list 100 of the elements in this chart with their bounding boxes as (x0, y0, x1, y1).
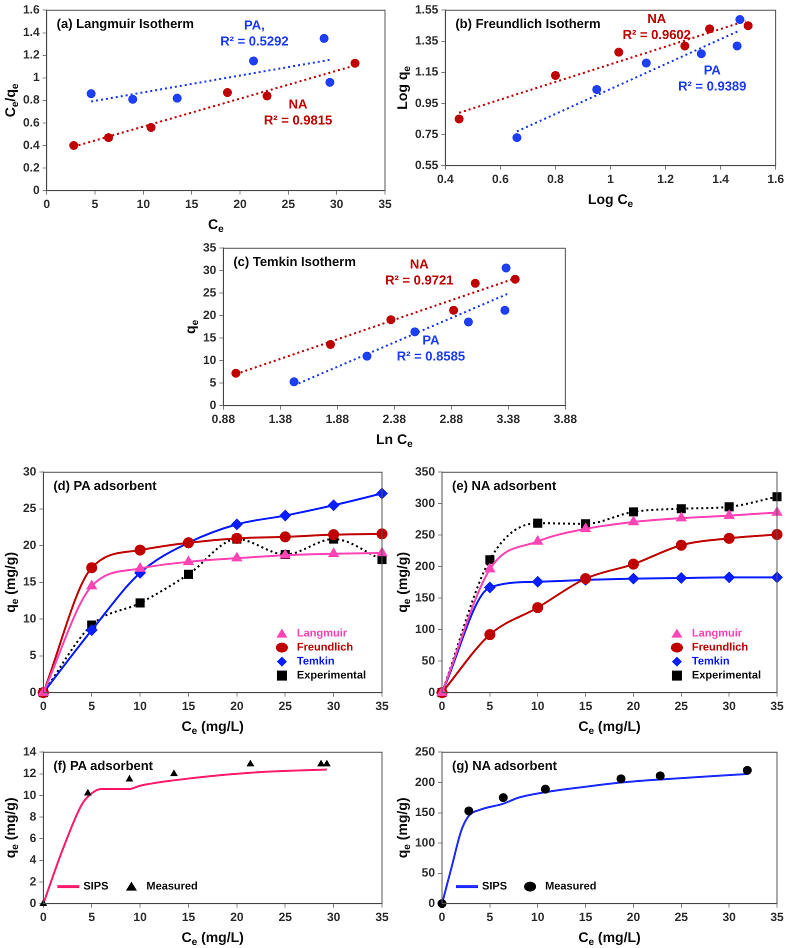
series-label: PA, (244, 18, 265, 33)
y-tick-label: 350 (414, 464, 436, 479)
chart-title: (a) Langmuir Isotherm (56, 16, 194, 31)
x-tick-label: 15 (578, 699, 593, 714)
x-tick-label: 10 (133, 910, 148, 924)
annotation: R² = 0.9815 (264, 112, 332, 128)
x-tick-label: 0.4 (437, 172, 454, 186)
y-tick-label: 200 (414, 558, 436, 573)
annotation: R² = 0.9389 (678, 78, 746, 94)
y-axis-title: Ce/qe (2, 83, 21, 118)
legend-label: Langmuir (692, 628, 743, 640)
x-tick-label: 15 (182, 699, 196, 714)
y-axis-title: qe (182, 319, 201, 334)
y-axis-title: qe (mg/g) (2, 798, 21, 858)
x-tick-label: 1.4 (712, 172, 730, 186)
text: (g) NA adsorbent (452, 758, 558, 773)
x-tick-label: 5 (88, 910, 96, 924)
x-tick-label: 25 (674, 910, 688, 924)
legend-label: Freundlich (296, 642, 354, 654)
x-tick-label: 35 (770, 910, 784, 924)
annotation: R² = 0.9602 (622, 27, 691, 42)
x-tick-label: 1.88 (326, 412, 350, 426)
legend-label: Experimental (296, 670, 366, 682)
y-tick-label: 1.2 (22, 48, 40, 62)
series-label: PA (422, 332, 440, 348)
y-tick-label: 14 (22, 744, 37, 759)
y-tick-label: 5 (30, 648, 37, 662)
x-tick-label: 20 (230, 910, 244, 924)
y-tick-label: 25 (202, 285, 217, 300)
y-tick-label: 0 (210, 398, 217, 412)
annotation: R² = 0.8585 (396, 348, 466, 364)
y-tick-label: 8 (30, 809, 37, 824)
y-tick-label: 1.35 (414, 34, 439, 48)
y-tick-label: 50 (422, 653, 436, 668)
y-tick-label: 0.95 (414, 96, 439, 110)
y-tick-label: 6 (30, 831, 37, 846)
x-tick-label: 3.38 (496, 412, 520, 426)
x-tick-label: 10 (531, 910, 545, 924)
x-tick-label: 10 (136, 197, 150, 212)
y-tick-label: 2 (30, 874, 37, 888)
x-tick-label: 0.8 (547, 172, 564, 186)
series-label: PA (704, 62, 722, 78)
x-tick-label: 1 (607, 172, 614, 186)
y-axis-title: qe (mg/g) (394, 552, 413, 613)
y-tick-label: 250 (414, 744, 436, 759)
text: (c) Temkin Isotherm (233, 254, 356, 269)
y-tick-label: 15 (22, 574, 37, 589)
y-tick-label: 20 (202, 308, 217, 322)
y-tick-label: 1.15 (414, 64, 439, 79)
y-tick-label: 250 (414, 527, 436, 542)
y-tick-label: 0.75 (414, 126, 439, 141)
x-tick-label: 5 (88, 699, 96, 714)
y-tick-label: 0.6 (22, 115, 40, 130)
x-tick-label: 30 (326, 699, 341, 714)
legend-label: Temkin (296, 656, 335, 668)
y-tick-label: 200 (414, 774, 436, 789)
y-tick-label: 0 (32, 182, 40, 197)
legend-label: Langmuir (296, 628, 348, 640)
x-tick-label: 15 (184, 197, 199, 212)
y-tick-label: 1.6 (22, 2, 40, 17)
y-tick-label: 100 (414, 622, 436, 636)
annotation: R² = 0.5292 (220, 34, 289, 49)
y-tick-label: 30 (22, 464, 37, 479)
y-tick-label: 0.4 (22, 138, 40, 152)
legend-label: SIPS (482, 880, 508, 893)
x-tick-label: 10 (133, 699, 148, 714)
text: (b) Freundlich Isotherm (455, 16, 601, 31)
y-tick-label: 10 (22, 788, 37, 802)
x-tick-label: 25 (278, 699, 292, 714)
x-tick-label: 30 (722, 910, 736, 924)
text: (d) PA adsorbent (53, 478, 158, 493)
x-tick-label: 5 (92, 197, 99, 212)
y-tick-label: 0 (30, 684, 37, 699)
x-tick-label: 30 (330, 197, 344, 212)
x-tick-label: 1.6 (767, 172, 784, 186)
x-tick-label: 35 (378, 197, 392, 212)
y-tick-label: 150 (414, 590, 436, 604)
y-tick-label: 25 (22, 501, 37, 516)
y-tick-label: 0.55 (414, 158, 439, 172)
legend-label: SIPS (83, 880, 108, 893)
x-tick-label: 20 (233, 197, 247, 212)
y-tick-label: 0.2 (22, 160, 40, 174)
y-tick-label: 300 (414, 496, 436, 510)
series-label: NA (647, 11, 667, 26)
x-tick-label: 15 (578, 910, 593, 924)
series-label: NA (288, 96, 308, 112)
x-tick-label: 3.88 (554, 412, 578, 426)
legend-label: Freundlich (692, 642, 748, 654)
y-tick-label: 100 (414, 835, 436, 850)
x-tick-label: 30 (722, 699, 736, 714)
y-tick-label: 0.8 (22, 92, 40, 107)
x-tick-label: 1.2 (657, 172, 674, 186)
y-tick-label: 0 (428, 684, 436, 699)
x-tick-label: 0 (43, 197, 50, 212)
y-tick-label: 1.55 (414, 2, 439, 17)
legend-label: Measured (146, 880, 198, 893)
x-tick-label: 5 (486, 910, 494, 924)
y-tick-label: 15 (202, 330, 217, 344)
x-tick-label: 35 (375, 910, 389, 924)
x-tick-label: 0.88 (212, 412, 236, 426)
